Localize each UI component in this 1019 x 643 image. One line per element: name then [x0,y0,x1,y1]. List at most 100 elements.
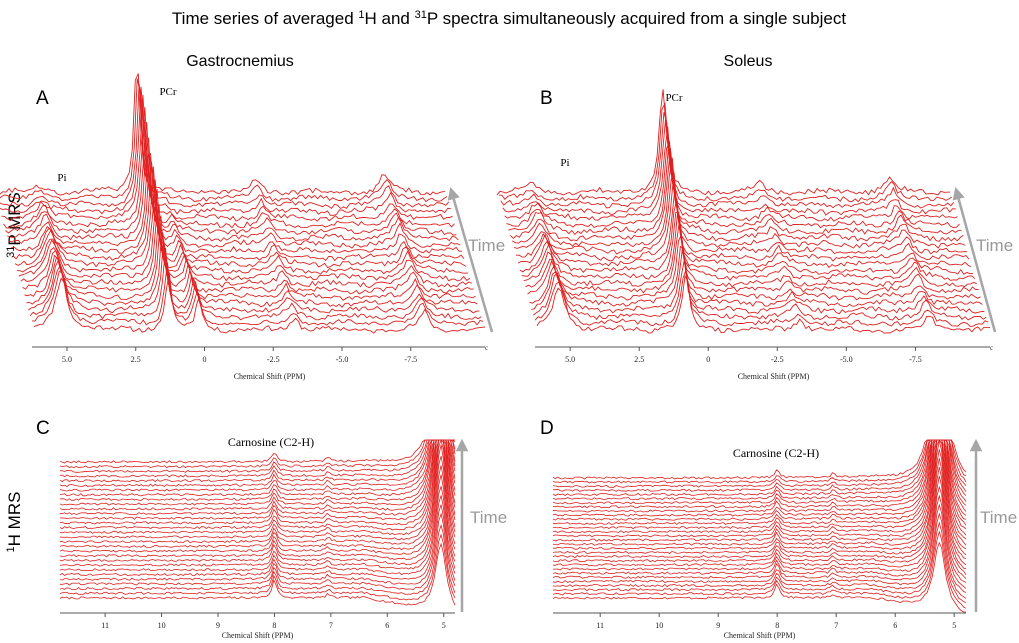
row-label-1h-mrs: 1H MRS [5,492,24,553]
spectrum-trace [552,494,967,589]
spectrum-trace [517,187,972,269]
spectrum-trace [18,189,471,282]
spectrum-trace [60,465,456,566]
spectrum-trace [24,225,476,301]
spectrum-trace [552,439,967,517]
spectrum-trace [26,231,478,308]
spectrum-trace [552,439,967,484]
spectrum-trace [59,439,456,531]
spectrum-trace [32,262,484,327]
spectrum-trace [532,260,987,321]
column-label-gastrocnemius: Gastrocnemius [186,53,294,70]
spectrum-trace [59,439,456,516]
spectrum-trace [7,137,459,242]
spectrum-trace [521,211,976,281]
x-tick-label: 0 [203,355,207,364]
panel-letter-d: D [540,418,554,439]
spectrum-trace [553,439,967,556]
spectrum-trace [511,157,966,249]
spectrum-trace [59,439,456,473]
peak-label-pcr-b: PCr [665,92,682,104]
spectrum-trace [0,73,446,196]
panel-d-plot: 11 10 9 8 7 6 5 Chemical Shift (PPM) [552,439,967,640]
panel-b-plot: 5.0 2.5 0 -2.5 -5.0 -7.5 c Chemical Shift (PPM) [496,89,993,381]
spectrum-trace [60,512,456,591]
spectrum-trace [552,485,967,583]
time-label-b: Time [976,236,1013,255]
spectrum-trace [59,455,456,560]
spectrum-trace [59,439,456,506]
spectrum-trace [527,233,981,301]
spectrum-trace [500,112,955,209]
spectrum-trace [59,486,456,576]
spectrum-trace [16,179,468,275]
spectrum-trace [552,439,967,505]
x-tick-label: -7.5 [909,355,922,364]
x-tick-label: 7 [834,621,838,630]
peak-label-pi-b: Pi [560,157,569,169]
spectrum-trace [552,439,967,513]
spectrum-trace [0,83,450,210]
spectrum-trace [5,121,457,236]
time-arrow-b [952,186,997,333]
peak-label-pi-a: Pi [57,172,66,184]
axis-end-label: c [990,344,993,352]
spectrum-trace [552,449,967,566]
spectrum-trace [552,439,967,526]
spectrum-trace [33,272,486,334]
x-tick-label: 9 [216,621,220,630]
x-tick-label: -2.5 [771,355,784,364]
spectrum-trace [552,439,967,550]
spectrum-trace [0,86,451,216]
panel-c-plot: 11 10 9 8 7 6 5 Chemical Shift (PPM) [59,438,456,640]
x-tick-label: -5.0 [840,355,853,364]
spectrum-trace [552,439,967,536]
axis-end-label: c [485,344,488,352]
spectrum-trace [552,439,967,501]
x-tick-label: 5.0 [565,355,575,364]
x-tick-label: -5.0 [336,355,349,364]
spectrum-trace [552,530,967,609]
spectrum-trace [59,439,456,487]
spectrum-trace [59,438,456,551]
spectrum-trace [552,467,967,576]
x-tick-label: 10 [655,621,663,630]
x-tick-label: 5 [442,621,446,630]
spectrum-trace [515,181,970,262]
spectrum-trace [552,458,967,570]
time-label-a: Time [468,236,505,255]
spectrum-trace [504,126,958,222]
x-axis-label: Chemical Shift (PPM) [222,631,294,640]
spectrum-trace [536,274,991,334]
x-tick-label: 8 [272,621,276,630]
x-tick-label: 8 [775,621,779,630]
spectrum-trace [553,439,967,492]
spectrum-trace [59,439,456,545]
spectrum-trace [552,439,967,530]
x-tick-label: 2.5 [634,355,644,364]
x-tick-label: 6 [385,621,389,630]
spectrum-trace [9,152,461,249]
spectrum-trace [0,78,448,203]
spectrum-trace [552,541,966,613]
spectrum-trace [3,107,455,229]
spectrum-trace [523,210,977,288]
x-tick-label: -2.5 [267,355,280,364]
panel-letter-c: C [36,418,50,439]
spectrum-trace [513,171,968,255]
x-tick-label: 11 [596,621,604,630]
panel-a-plot: 5.0 2.5 0 -2.5 -5.0 -7.5 c Chemical Shift (PPM) [0,73,488,381]
figure-title: Time series of averaged 1H and 31P spect… [172,9,846,28]
spectrum-trace [506,140,960,229]
spectrum-trace [508,145,962,236]
spectrum-trace [519,198,973,275]
spectrum-trace [59,439,456,511]
x-tick-label: 2.5 [131,355,141,364]
spectrum-trace [59,439,456,536]
spectrum-trace [59,533,456,601]
spectrum-trace [59,439,456,483]
panel-letter-a: A [36,88,49,109]
spectrum-trace [552,439,967,480]
spectrum-trace [552,439,967,546]
